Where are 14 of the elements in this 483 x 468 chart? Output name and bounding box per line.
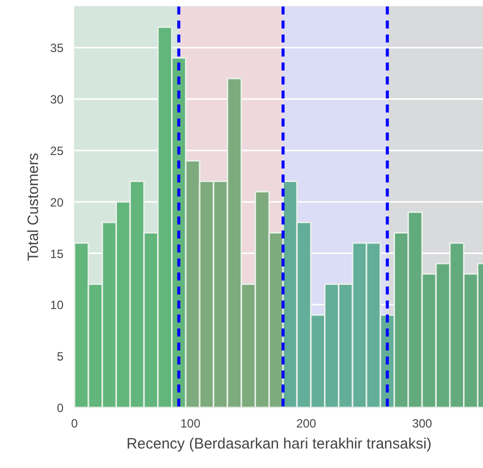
y-tick-label: 5 <box>56 350 64 364</box>
y-tick-label: 10 <box>50 298 64 312</box>
y-tick-label: 35 <box>50 41 64 56</box>
y-tick-label: 30 <box>50 92 64 107</box>
y-tick-label: 25 <box>50 144 64 158</box>
y-tick-label: 0 <box>56 401 64 415</box>
x-axis-title: Recency (Berdasarkan hari terakhir transaksi) <box>126 436 432 452</box>
y-axis-title: Total Customers <box>25 152 42 262</box>
y-tick-label: 15 <box>50 246 64 261</box>
y-tick-label: 20 <box>50 195 64 210</box>
x-tick-label: 100 <box>180 416 201 430</box>
x-tick-label: 300 <box>412 416 432 430</box>
x-tick-label: 0 <box>71 416 78 430</box>
x-tick-label: 200 <box>296 416 317 430</box>
